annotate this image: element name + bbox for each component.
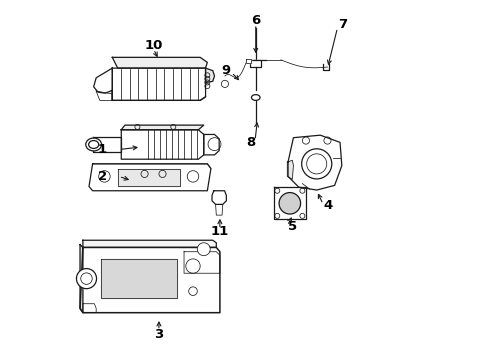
Polygon shape xyxy=(287,160,294,179)
Text: 7: 7 xyxy=(338,18,347,31)
Text: 8: 8 xyxy=(246,136,256,149)
Text: 4: 4 xyxy=(324,199,333,212)
Polygon shape xyxy=(205,68,215,82)
Text: 11: 11 xyxy=(211,225,229,238)
Polygon shape xyxy=(89,164,211,191)
Polygon shape xyxy=(83,304,96,313)
Text: 6: 6 xyxy=(251,14,260,27)
Polygon shape xyxy=(122,125,204,130)
Text: 9: 9 xyxy=(221,64,231,77)
Polygon shape xyxy=(216,204,223,215)
Polygon shape xyxy=(96,91,112,100)
Polygon shape xyxy=(184,252,220,273)
Text: 3: 3 xyxy=(154,328,164,341)
Polygon shape xyxy=(93,137,122,152)
Polygon shape xyxy=(204,134,219,155)
Ellipse shape xyxy=(86,138,101,151)
Circle shape xyxy=(279,193,300,214)
Polygon shape xyxy=(212,191,226,204)
Polygon shape xyxy=(246,59,251,63)
Polygon shape xyxy=(80,244,83,313)
Polygon shape xyxy=(83,240,216,247)
Circle shape xyxy=(197,243,210,256)
Polygon shape xyxy=(288,135,342,190)
Polygon shape xyxy=(122,130,204,159)
Polygon shape xyxy=(118,168,180,186)
Ellipse shape xyxy=(251,95,260,100)
Polygon shape xyxy=(80,247,220,313)
Polygon shape xyxy=(274,187,306,220)
Polygon shape xyxy=(112,68,205,100)
Text: 1: 1 xyxy=(98,143,107,156)
Polygon shape xyxy=(250,60,261,67)
Polygon shape xyxy=(94,68,112,100)
Text: 5: 5 xyxy=(288,220,297,233)
Text: 2: 2 xyxy=(98,170,107,183)
Polygon shape xyxy=(101,259,177,298)
Polygon shape xyxy=(112,57,207,68)
Text: 10: 10 xyxy=(145,39,163,52)
Circle shape xyxy=(76,269,97,289)
